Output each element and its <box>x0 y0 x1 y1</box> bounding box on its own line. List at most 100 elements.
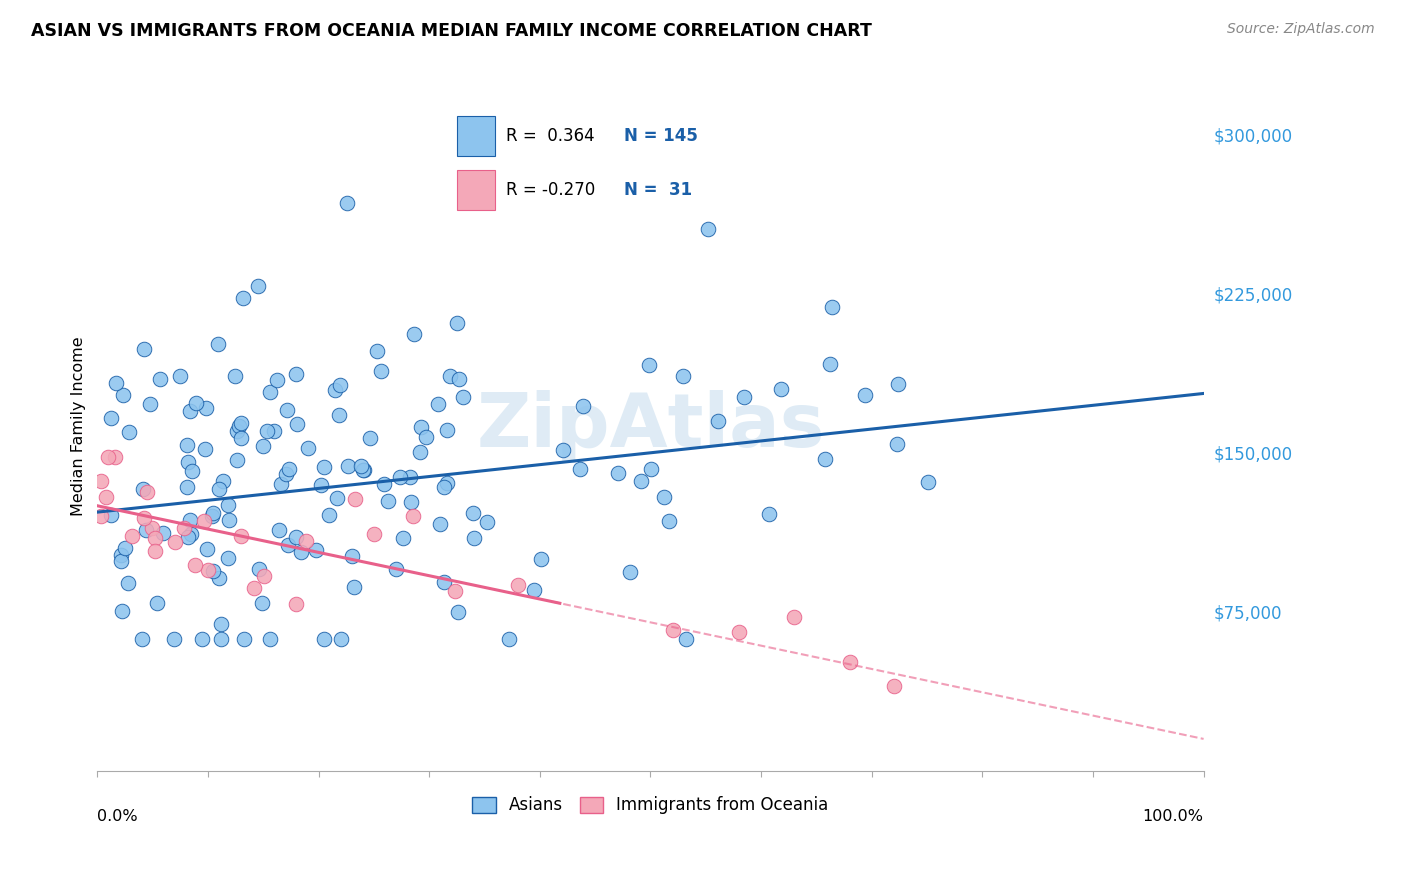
Point <box>733 390 755 404</box>
Point <box>269 523 291 537</box>
Point <box>243 581 266 595</box>
Point <box>415 429 437 443</box>
Point <box>110 548 132 562</box>
Point <box>661 623 683 637</box>
Point <box>297 441 319 455</box>
Point <box>231 417 253 431</box>
Point <box>229 431 252 445</box>
Point <box>309 478 332 492</box>
Point <box>523 583 546 598</box>
Point <box>409 445 432 459</box>
Point <box>363 527 385 541</box>
Point <box>359 431 381 445</box>
Point <box>353 463 375 477</box>
Point <box>256 425 278 439</box>
Point <box>838 655 860 669</box>
Point <box>314 459 336 474</box>
Point <box>652 490 675 504</box>
Point <box>402 327 425 342</box>
Point <box>201 509 224 524</box>
Point <box>90 475 112 489</box>
Point <box>399 495 422 509</box>
Point <box>176 438 198 452</box>
Point <box>675 632 697 647</box>
Point <box>194 442 217 456</box>
Point <box>436 476 458 491</box>
Point <box>132 343 155 357</box>
Point <box>195 401 218 416</box>
Point <box>111 388 134 402</box>
Point <box>162 632 184 647</box>
Point <box>253 569 276 583</box>
Point <box>111 604 134 618</box>
Point <box>217 551 239 566</box>
Point <box>266 373 288 387</box>
Point <box>344 491 367 506</box>
Point <box>180 526 202 541</box>
Point <box>436 423 458 437</box>
Point <box>117 576 139 591</box>
Point <box>821 300 844 314</box>
Point <box>427 397 450 411</box>
Point <box>449 372 471 386</box>
Point <box>305 542 328 557</box>
Point <box>290 545 312 559</box>
Point <box>340 549 363 563</box>
Point <box>132 482 155 496</box>
Point <box>274 467 297 482</box>
Point <box>117 425 139 440</box>
Point <box>207 337 229 351</box>
Point <box>433 480 456 494</box>
Point <box>277 538 299 552</box>
Point <box>506 578 529 592</box>
Point <box>131 632 153 647</box>
Point <box>145 596 167 610</box>
Point <box>312 632 335 647</box>
Point <box>169 369 191 384</box>
Point <box>630 474 652 488</box>
Point <box>330 632 353 647</box>
Point <box>201 564 224 578</box>
Point <box>218 513 240 527</box>
Point <box>246 279 269 293</box>
Point <box>97 450 120 464</box>
Point <box>134 510 156 524</box>
Point <box>252 439 274 453</box>
Point <box>389 470 412 484</box>
Y-axis label: Median Family Income: Median Family Income <box>72 336 86 516</box>
Point <box>758 507 780 521</box>
Point <box>336 196 359 211</box>
Point <box>179 513 201 527</box>
Point <box>769 382 792 396</box>
Point <box>370 364 392 378</box>
Point <box>477 515 499 529</box>
Point <box>138 397 160 411</box>
Point <box>640 462 662 476</box>
Point <box>429 517 451 532</box>
Point <box>225 453 247 467</box>
Point <box>295 533 318 548</box>
Point <box>208 571 231 585</box>
Point <box>135 485 157 500</box>
Point <box>225 424 247 438</box>
Point <box>276 402 298 417</box>
Point <box>853 388 876 402</box>
Point <box>270 476 292 491</box>
Point <box>385 561 408 575</box>
Legend: Asians, Immigrants from Oceania: Asians, Immigrants from Oceania <box>465 789 835 821</box>
Text: 100.0%: 100.0% <box>1143 808 1204 823</box>
Point <box>329 378 352 392</box>
Point <box>443 584 465 599</box>
Point <box>607 466 630 480</box>
Point <box>114 541 136 555</box>
Point <box>638 358 661 372</box>
Point <box>191 632 214 647</box>
Point <box>202 506 225 520</box>
Point <box>263 424 285 438</box>
Point <box>530 551 553 566</box>
Point <box>110 554 132 568</box>
Point <box>195 542 218 557</box>
Point <box>337 459 360 474</box>
Text: ZipAtlas: ZipAtlas <box>477 390 825 463</box>
Point <box>121 528 143 542</box>
